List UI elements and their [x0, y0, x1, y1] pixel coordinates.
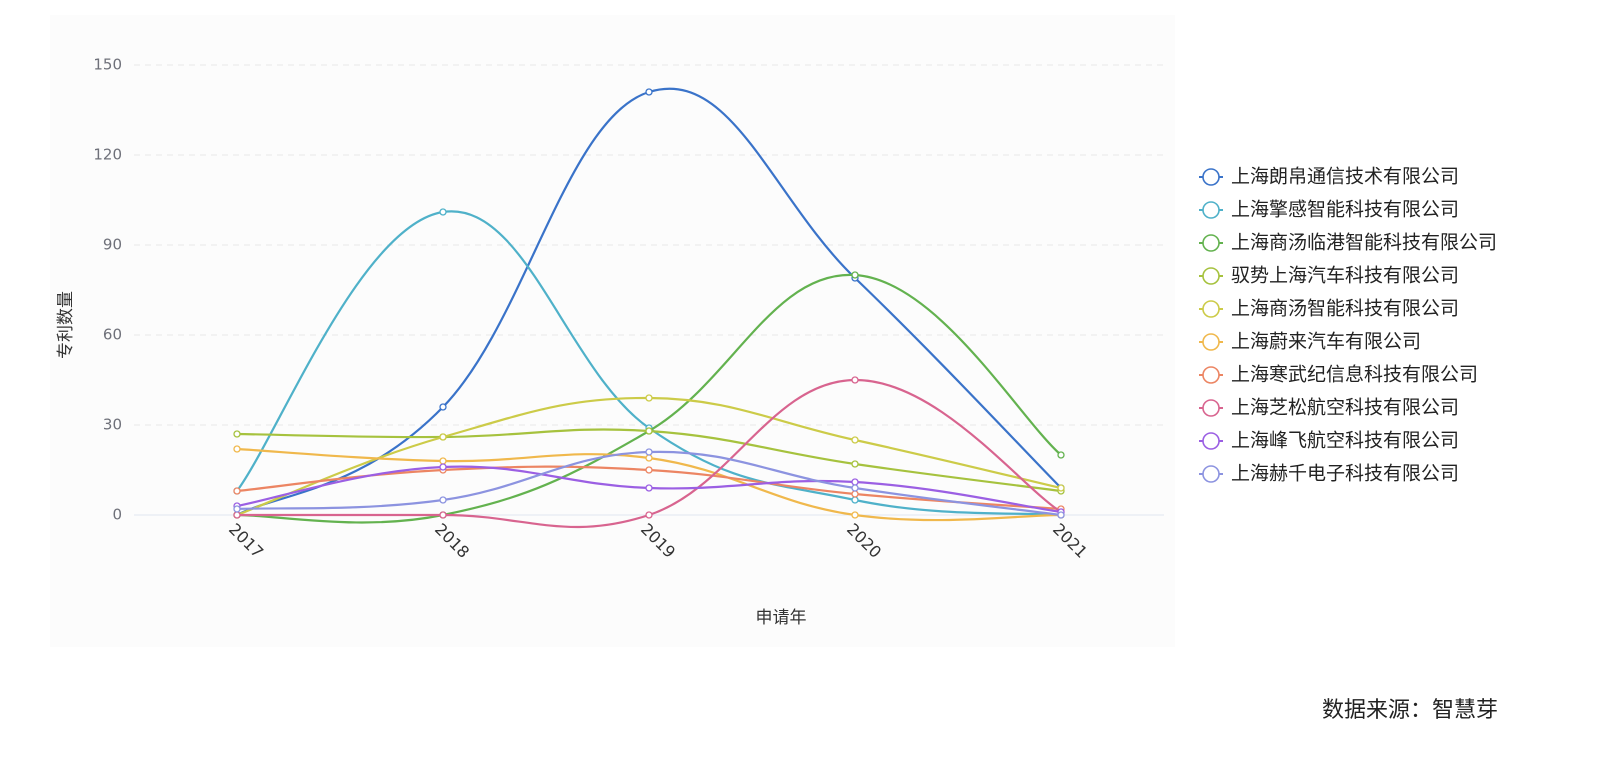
y-axis-label: 专利数量 — [56, 291, 76, 359]
data-point — [439, 403, 447, 411]
legend-label: 上海商汤智能科技有限公司 — [1231, 298, 1459, 320]
legend-marker — [1202, 267, 1220, 285]
data-point — [851, 490, 859, 498]
series-line — [236, 273, 1062, 524]
legend-label: 上海朗帛通信技术有限公司 — [1231, 166, 1459, 188]
data-point — [439, 463, 447, 471]
data-point — [233, 511, 241, 519]
data-point — [1057, 451, 1065, 459]
data-point — [645, 484, 653, 492]
data-point — [645, 511, 653, 519]
y-tick-label: 0 — [112, 506, 122, 524]
data-point — [439, 511, 447, 519]
y-tick-label: 120 — [93, 146, 122, 164]
data-point — [645, 448, 653, 456]
legend-marker — [1202, 333, 1220, 351]
data-point — [233, 487, 241, 495]
series-line — [237, 378, 1062, 529]
legend-marker — [1202, 366, 1220, 384]
y-tick-label: 60 — [103, 326, 122, 344]
data-point — [645, 427, 653, 435]
data-point — [851, 496, 859, 504]
data-point — [439, 208, 447, 216]
data-point — [851, 511, 859, 519]
legend-label: 上海蔚来汽车有限公司 — [1231, 331, 1421, 353]
y-tick-label: 150 — [93, 56, 122, 74]
legend-marker — [1202, 465, 1220, 483]
data-point — [645, 88, 653, 96]
legend-marker — [1202, 300, 1220, 318]
legend-label: 上海赫千电子科技有限公司 — [1231, 463, 1459, 485]
data-point — [233, 505, 241, 513]
legend-marker — [1202, 399, 1220, 417]
legend-label: 上海芝松航空科技有限公司 — [1231, 397, 1459, 419]
data-point — [645, 394, 653, 402]
data-point — [851, 271, 859, 279]
data-point — [233, 445, 241, 453]
data-point — [851, 484, 859, 492]
data-point — [1057, 484, 1065, 492]
legend-label: 驭势上海汽车科技有限公司 — [1231, 265, 1459, 287]
data-point — [1057, 511, 1065, 519]
legend-marker — [1202, 234, 1220, 252]
legend-label: 上海商汤临港智能科技有限公司 — [1231, 232, 1497, 254]
plot-background — [50, 15, 1175, 647]
legend-marker — [1202, 168, 1220, 186]
y-tick-label: 90 — [103, 236, 122, 254]
data-point — [439, 496, 447, 504]
legend-label: 上海峰飞航空科技有限公司 — [1231, 430, 1459, 452]
data-point — [439, 457, 447, 465]
data-point — [851, 376, 859, 384]
legend-label: 上海擎感智能科技有限公司 — [1231, 199, 1459, 221]
legend-marker — [1202, 432, 1220, 450]
data-point — [645, 454, 653, 462]
series-line — [236, 210, 1062, 517]
data-point — [851, 436, 859, 444]
data-point — [439, 433, 447, 441]
data-point — [851, 460, 859, 468]
legend-label: 上海寒武纪信息科技有限公司 — [1231, 364, 1478, 386]
y-tick-label: 30 — [103, 416, 122, 434]
data-point — [851, 478, 859, 486]
data-point — [233, 430, 241, 438]
data-point — [645, 466, 653, 474]
x-axis-label: 申请年 — [756, 608, 807, 628]
legend-marker — [1202, 201, 1220, 219]
source-note: 数据来源：智慧芽 — [1322, 698, 1498, 723]
